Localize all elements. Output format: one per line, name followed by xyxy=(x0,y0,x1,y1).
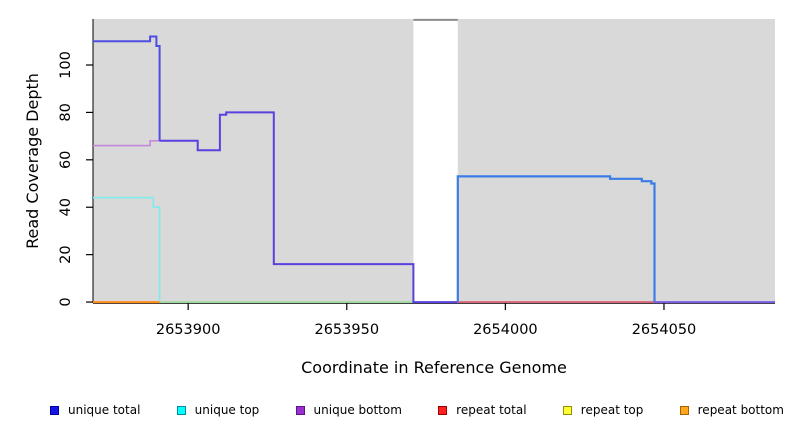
legend-item-unique-top: unique top xyxy=(176,403,260,417)
legend: unique total unique top unique bottom repea… xyxy=(50,398,784,422)
legend-label: unique top xyxy=(194,403,260,417)
legend-swatch-icon xyxy=(679,405,689,415)
series-unique-top xyxy=(93,196,161,303)
legend-swatch-icon xyxy=(438,405,448,415)
y-tick-label: 0 xyxy=(58,297,74,306)
legend-swatch-icon xyxy=(50,405,59,415)
y-tick-label: 80 xyxy=(58,103,74,121)
legend-item-unique-bottom: unique bottom xyxy=(295,403,402,417)
x-tick-label: 2653900 xyxy=(156,322,221,338)
y-tick-label: 60 xyxy=(58,151,74,169)
legend-label: unique bottom xyxy=(313,403,402,417)
legend-label: unique total xyxy=(68,403,141,417)
legend-label: repeat bottom xyxy=(697,403,784,417)
x-tick-label: 2654000 xyxy=(473,322,538,338)
y-tick-label: 40 xyxy=(58,198,74,216)
legend-item-repeat-total: repeat total xyxy=(438,403,527,417)
legend-item-repeat-bottom: repeat bottom xyxy=(679,403,784,417)
y-tick-label: 20 xyxy=(58,245,74,263)
y-axis-title: Read Coverage Depth xyxy=(23,73,42,249)
x-axis-title: Coordinate in Reference Genome xyxy=(301,358,567,377)
legend-swatch-icon xyxy=(295,405,305,415)
coverage-gap-region xyxy=(413,19,458,303)
legend-item-repeat-top: repeat top xyxy=(562,403,644,417)
series-unique-total-left xyxy=(93,35,161,141)
legend-label: repeat total xyxy=(456,403,527,417)
y-tick-label: 100 xyxy=(58,51,74,79)
x-tick-label: 2653950 xyxy=(314,322,379,338)
legend-swatch-icon xyxy=(562,405,572,415)
series-unique-bottom xyxy=(93,140,160,147)
legend-swatch-icon xyxy=(176,405,186,415)
series-unique-total-right xyxy=(456,175,656,303)
x-tick-label: 2654050 xyxy=(632,322,697,338)
legend-label: repeat top xyxy=(580,403,644,417)
legend-item-unique-total: unique total xyxy=(50,403,140,417)
series-unique-total-bottom-merged xyxy=(159,111,458,304)
